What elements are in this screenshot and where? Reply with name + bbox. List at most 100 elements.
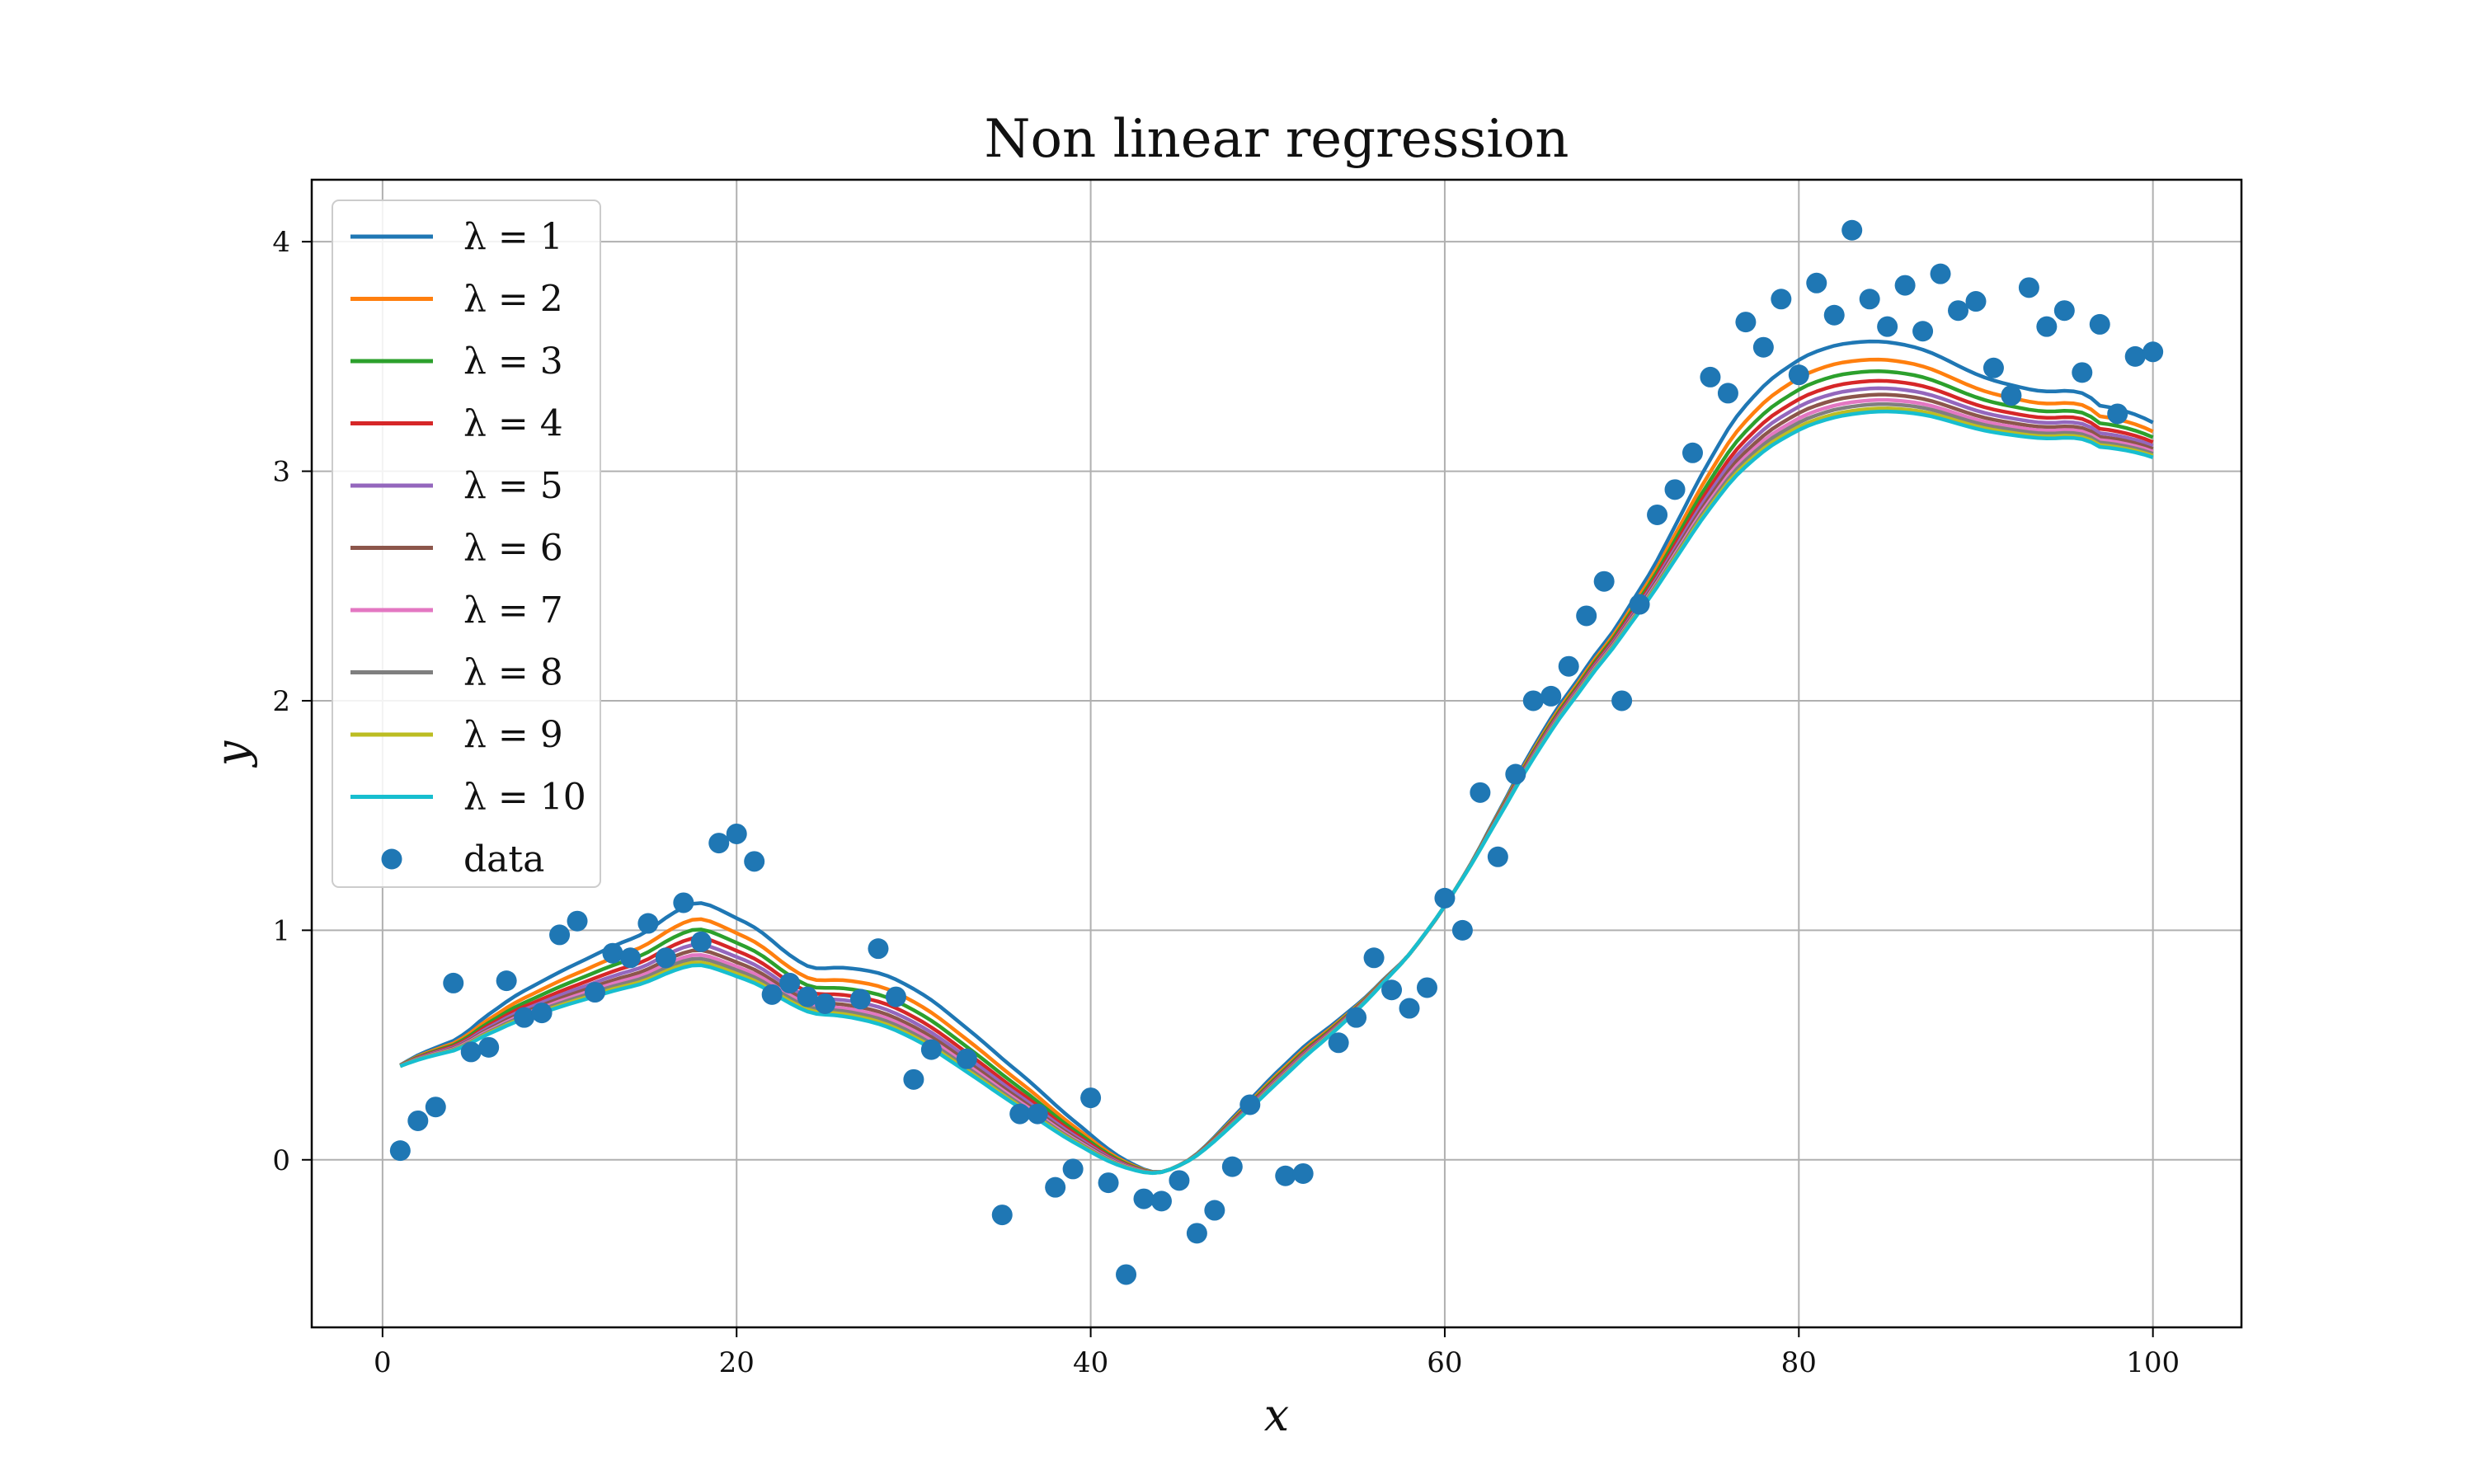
data-point xyxy=(1363,947,1385,969)
y-tick-label: 1 xyxy=(272,914,290,947)
legend-label-1: λ = 1 xyxy=(463,216,563,258)
data-point xyxy=(2107,403,2128,425)
data-point xyxy=(1593,571,1615,592)
data-point xyxy=(690,931,712,952)
x-tick-label: 0 xyxy=(374,1346,392,1379)
data-point xyxy=(761,984,783,1005)
data-point xyxy=(407,1110,429,1131)
data-point xyxy=(1062,1158,1084,1180)
data-point xyxy=(1027,1103,1048,1125)
data-point xyxy=(708,833,730,854)
data-point xyxy=(567,910,588,932)
data-point xyxy=(673,892,694,913)
data-point xyxy=(1717,383,1738,404)
data-point xyxy=(797,986,818,1007)
series-line-10 xyxy=(399,409,2154,1176)
data-point xyxy=(1752,336,1774,358)
data-point xyxy=(1664,479,1686,500)
data-point xyxy=(531,1003,553,1024)
data-point xyxy=(1346,1007,1367,1028)
data-point xyxy=(850,989,872,1010)
x-tick-label: 100 xyxy=(2126,1346,2180,1379)
data-point xyxy=(514,1007,535,1028)
data-point xyxy=(779,972,801,993)
data-point xyxy=(1275,1165,1296,1186)
x-tick-label: 20 xyxy=(719,1346,755,1379)
data-point xyxy=(1221,1156,1243,1177)
data-point xyxy=(1735,312,1757,333)
data-point xyxy=(2072,362,2093,383)
data-point xyxy=(1133,1188,1155,1209)
data-point xyxy=(478,1036,500,1058)
data-point xyxy=(1204,1200,1225,1221)
data-point xyxy=(815,993,836,1014)
legend-label-7: λ = 7 xyxy=(463,589,563,632)
y-tick-label: 3 xyxy=(272,456,290,489)
legend-label-4: λ = 4 xyxy=(463,403,563,445)
data-point xyxy=(1381,979,1403,1001)
legend-label-5: λ = 5 xyxy=(463,465,563,507)
data-point xyxy=(1522,690,1544,711)
data-point xyxy=(1823,304,1845,326)
data-point xyxy=(2053,300,2075,322)
y-axis-label: y xyxy=(206,740,258,768)
data-point xyxy=(425,1097,446,1118)
data-point xyxy=(637,913,659,934)
legend-label-8: λ = 8 xyxy=(463,652,563,694)
data-point xyxy=(460,1041,482,1063)
data-point xyxy=(1965,291,1987,312)
legend-label-10: λ = 10 xyxy=(463,777,586,819)
data-point xyxy=(1629,594,1650,615)
data-point xyxy=(1239,1094,1261,1115)
data-point xyxy=(1700,366,1721,387)
data-point xyxy=(1150,1190,1172,1212)
data-point xyxy=(389,1140,411,1162)
data-point xyxy=(1558,655,1579,677)
legend-label-3: λ = 3 xyxy=(463,340,563,383)
data-point xyxy=(1771,289,1792,310)
data-point xyxy=(920,1039,942,1060)
data-point xyxy=(1045,1176,1066,1198)
data-point xyxy=(496,970,517,992)
x-axis-ticks: 0 20 40 60 80 100 xyxy=(374,1327,2180,1379)
data-point xyxy=(1576,605,1597,627)
x-tick-label: 80 xyxy=(1781,1346,1817,1379)
data-point xyxy=(1328,1032,1349,1054)
data-point xyxy=(1877,316,1898,337)
data-point xyxy=(1912,321,1934,342)
data-point xyxy=(1292,1162,1314,1184)
data-point xyxy=(1859,289,1880,310)
data-point xyxy=(1470,782,1491,803)
y-tick-label: 2 xyxy=(272,685,290,718)
data-point xyxy=(1806,272,1827,294)
data-point xyxy=(1894,275,1916,296)
data-point xyxy=(1681,442,1703,463)
data-point xyxy=(2089,313,2110,335)
legend: λ = 1 λ = 2 λ = 3 λ = 4 λ = 5 λ = 6 λ = 7 λ = 8… xyxy=(332,200,601,888)
data-point xyxy=(1611,690,1633,711)
data-point xyxy=(1080,1087,1102,1109)
chart-title: Non linear regression xyxy=(984,109,1569,170)
data-point xyxy=(1647,504,1668,525)
data-point xyxy=(991,1205,1013,1226)
data-point xyxy=(549,924,571,946)
data-point xyxy=(1416,977,1437,998)
data-point xyxy=(1982,357,2004,378)
data-point xyxy=(1487,846,1508,867)
y-tick-label: 0 xyxy=(272,1144,290,1177)
data-point xyxy=(903,1068,924,1090)
data-point xyxy=(1186,1223,1207,1244)
data-point xyxy=(868,938,889,960)
legend-label-6: λ = 6 xyxy=(463,528,563,570)
data-point xyxy=(584,982,605,1003)
plot-frame xyxy=(310,178,2243,1329)
data-point xyxy=(1009,1103,1031,1125)
legend-swatch-data xyxy=(381,848,402,870)
data-point xyxy=(1930,263,1951,284)
data-point xyxy=(1116,1264,1137,1285)
data-point xyxy=(2018,277,2039,298)
data-point xyxy=(744,851,765,872)
legend-label-data: data xyxy=(463,838,544,881)
x-tick-label: 40 xyxy=(1073,1346,1108,1379)
